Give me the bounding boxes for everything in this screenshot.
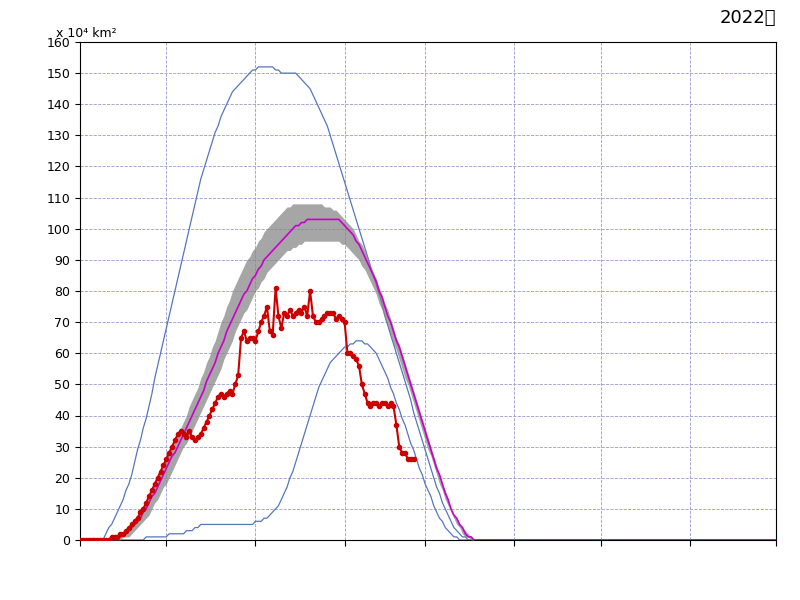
Text: 2022年: 2022年 (719, 9, 776, 27)
Text: x 10⁴ km²: x 10⁴ km² (56, 27, 117, 40)
